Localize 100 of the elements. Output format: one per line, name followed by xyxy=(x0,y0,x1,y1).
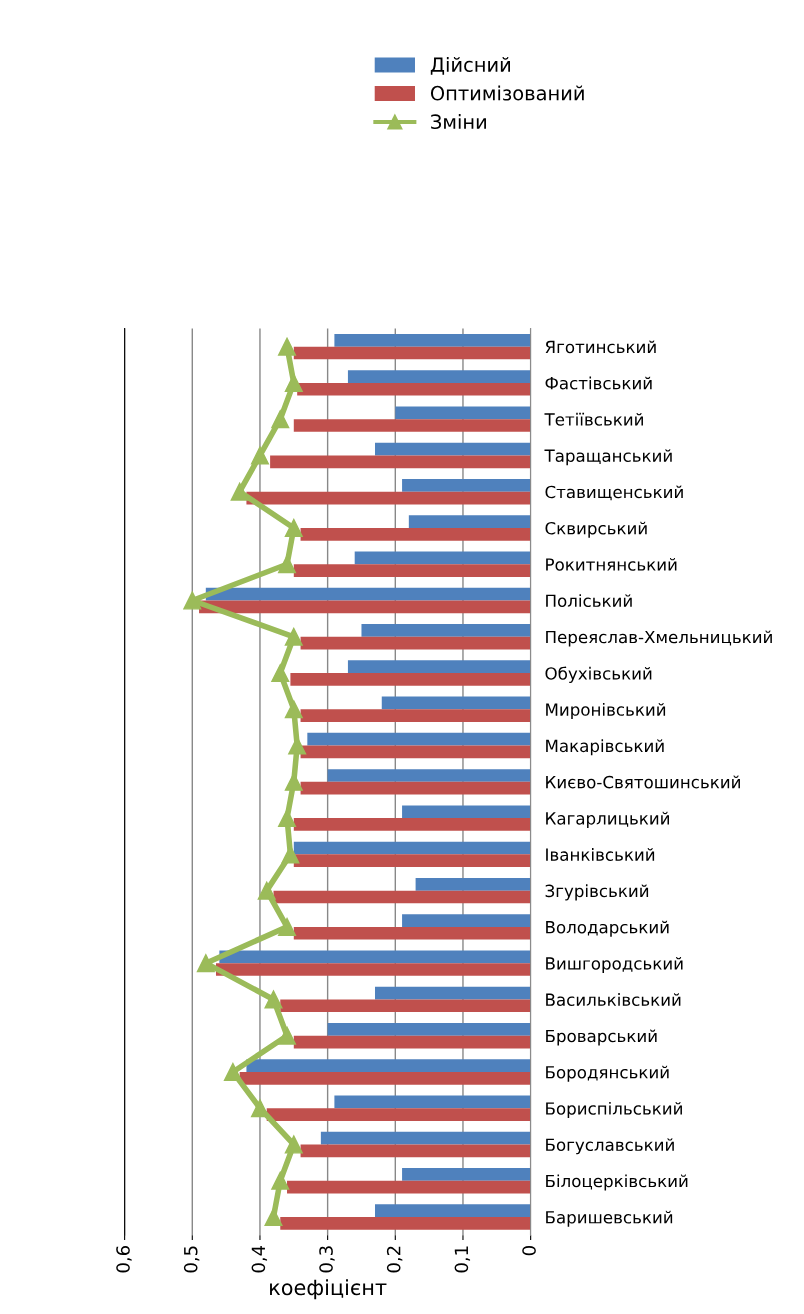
y-tick-label: Броварський xyxy=(546,1029,657,1046)
y-tick-label: Миронівський xyxy=(546,702,666,720)
x-tick-label: 0,1 xyxy=(454,1246,471,1273)
bar xyxy=(408,515,531,528)
y-tick-label: Обухівський xyxy=(545,666,652,683)
legend-label: Оптимізований xyxy=(430,85,584,101)
y-tick-label: Білоцерківський xyxy=(546,1174,688,1191)
y-tick-label: Переяслав-Хмельницький xyxy=(546,630,772,647)
bar xyxy=(293,841,531,855)
point xyxy=(250,446,269,465)
point xyxy=(271,410,290,429)
bar xyxy=(293,926,531,940)
point xyxy=(196,954,215,973)
bar xyxy=(300,636,531,650)
bar xyxy=(402,1168,531,1181)
point xyxy=(264,1207,283,1227)
y-tick-label: Вишгородський xyxy=(546,956,683,973)
bar xyxy=(354,551,531,565)
point xyxy=(284,1135,303,1154)
point xyxy=(277,809,297,828)
bar xyxy=(300,745,531,759)
y-tick-label: Богуславський xyxy=(546,1138,674,1155)
bar xyxy=(334,333,531,347)
bar xyxy=(219,950,531,964)
y-tick-label: Поліський xyxy=(546,594,632,608)
y-tick-label: Васильківський xyxy=(546,993,681,1006)
bar xyxy=(300,709,531,722)
bar xyxy=(215,963,531,976)
bar xyxy=(307,732,531,746)
x-tick-label: 0,5 xyxy=(183,1246,200,1273)
y-tick-label: Іванківський xyxy=(546,848,655,861)
x-tick-label: 0 xyxy=(522,1246,536,1256)
bar xyxy=(402,805,531,819)
bar xyxy=(361,624,531,637)
bar xyxy=(381,696,531,710)
bar xyxy=(320,1131,531,1145)
point xyxy=(284,627,303,646)
point xyxy=(277,1026,297,1045)
point xyxy=(271,664,290,683)
bar xyxy=(375,986,531,1000)
bar xyxy=(293,564,531,577)
bar xyxy=(290,673,531,686)
bar xyxy=(293,818,531,831)
y-tick-label: Кагарлицький xyxy=(546,811,669,828)
x-axis-title: коефіцієнт xyxy=(270,1279,387,1300)
bar xyxy=(205,587,531,601)
y-tick-label: Тетіївський xyxy=(544,412,643,426)
point xyxy=(284,518,303,537)
bar xyxy=(300,1144,531,1158)
bar xyxy=(280,999,531,1013)
bar xyxy=(415,877,531,891)
legend-label: Дійсний xyxy=(430,56,510,75)
point xyxy=(271,1171,290,1190)
bar xyxy=(402,479,531,492)
bar xyxy=(347,370,531,383)
x-tick-label: 0,4 xyxy=(251,1245,268,1273)
point xyxy=(230,482,249,501)
y-tick-label: Баришевський xyxy=(546,1210,673,1227)
bar xyxy=(402,914,531,927)
bar xyxy=(293,854,531,868)
y-tick-label: Києво-Святошинський xyxy=(546,775,740,789)
bar xyxy=(293,346,531,360)
bar xyxy=(297,382,531,396)
bar xyxy=(293,1035,531,1049)
y-tick-label: Ставищенський xyxy=(545,485,683,501)
bar xyxy=(273,890,531,904)
y-tick-label: Рокитнянський xyxy=(546,557,677,571)
y-tick-label: Яготинський xyxy=(545,340,656,354)
bar xyxy=(199,600,531,614)
bar xyxy=(327,769,531,782)
bar xyxy=(287,1180,531,1194)
bar xyxy=(293,419,531,432)
point xyxy=(183,591,202,610)
bar xyxy=(327,1023,531,1036)
point xyxy=(277,337,297,356)
bar xyxy=(270,455,531,469)
bar xyxy=(347,660,531,674)
point xyxy=(284,700,303,719)
x-tick-label: 0,3 xyxy=(319,1246,335,1273)
point xyxy=(264,990,283,1009)
x-tick-label: 0,6 xyxy=(116,1246,132,1273)
point xyxy=(250,1099,269,1118)
bar xyxy=(375,442,531,456)
y-tick-label: Згурівський xyxy=(545,884,649,901)
y-tick-label: Фастівський xyxy=(545,376,652,390)
bar xyxy=(280,1217,531,1230)
x-tick-label: 0,2 xyxy=(386,1246,403,1273)
bar xyxy=(246,491,531,505)
bar xyxy=(334,1095,531,1109)
bar xyxy=(300,781,531,795)
point xyxy=(257,881,276,900)
bar xyxy=(246,1059,531,1072)
bar xyxy=(300,527,531,541)
point xyxy=(223,1062,242,1081)
bar xyxy=(375,1204,531,1218)
point xyxy=(277,917,297,936)
y-tick-label: Володарський xyxy=(546,920,669,937)
legend-label: Зміни xyxy=(431,114,486,130)
bar xyxy=(266,1108,531,1121)
y-tick-label: Макарівський xyxy=(546,739,664,756)
